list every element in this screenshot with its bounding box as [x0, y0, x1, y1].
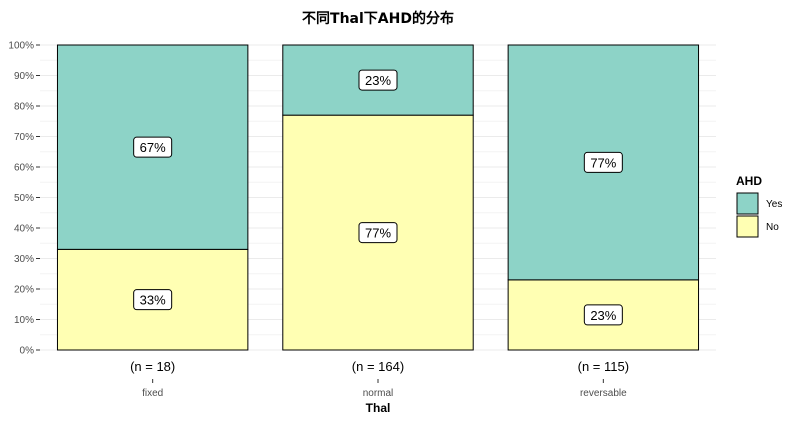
data-label-box	[358, 69, 398, 91]
y-tick-label: 10%	[14, 315, 34, 326]
y-tick-label: 40%	[14, 224, 34, 235]
count-label: (n = 164)	[352, 359, 404, 374]
legend-entry: Yes	[766, 199, 782, 210]
data-label: 77%	[365, 226, 391, 241]
x-axis: (n = 18) fixed (n = 164) normal (n = 115) rev…	[130, 359, 629, 399]
x-tick-label: reversable	[580, 388, 627, 399]
y-tick-label: 30%	[14, 254, 34, 265]
data-label: 23%	[590, 308, 616, 323]
y-tick-label: 70%	[14, 132, 34, 143]
bars: 33% 67% 77% 23% 23% 77%	[56, 44, 700, 351]
data-label: 67%	[140, 140, 166, 155]
legend-entry: No	[766, 222, 779, 233]
data-label-box	[133, 136, 173, 158]
data-label-box	[583, 151, 623, 173]
y-tick-label: 80%	[14, 102, 34, 113]
legend: AHD Yes No	[736, 174, 782, 238]
x-tick-label: normal	[363, 388, 394, 399]
y-tick-label: 100%	[8, 41, 34, 52]
legend-key	[736, 215, 759, 238]
y-tick-label: 20%	[14, 285, 34, 296]
legend-title: AHD	[736, 174, 762, 188]
data-label-box	[583, 304, 623, 326]
data-label: 33%	[140, 293, 166, 308]
y-tick-label: 50%	[14, 193, 34, 204]
y-tick-label: 60%	[14, 163, 34, 174]
count-label: (n = 18)	[130, 359, 175, 374]
y-tick-label: 90%	[14, 71, 34, 82]
chart-title: 不同Thal下AHD的分布	[302, 10, 454, 27]
legend-key	[736, 192, 759, 215]
data-label-box	[358, 222, 398, 244]
x-tick-label: fixed	[142, 388, 163, 399]
data-label: 77%	[590, 155, 616, 170]
x-axis-title: Thal	[366, 401, 391, 415]
count-label: (n = 115)	[578, 359, 629, 374]
y-axis: 0% 10% 20% 30% 40% 50% 60% 70% 80% 90% 100%	[8, 41, 40, 357]
data-label-box	[133, 289, 173, 311]
y-tick-label: 0%	[20, 346, 35, 357]
data-label: 23%	[365, 73, 391, 88]
